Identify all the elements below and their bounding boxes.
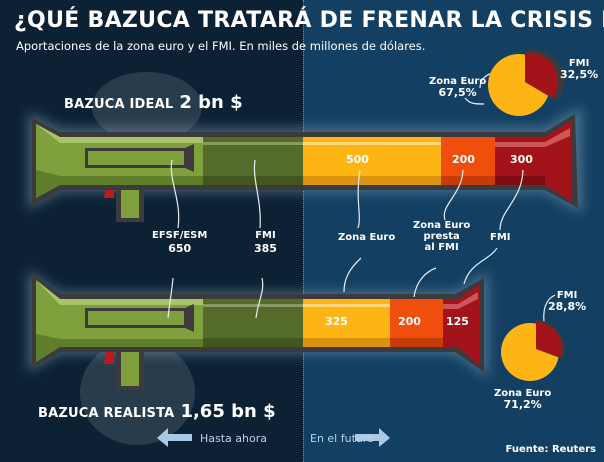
efsf-label: EFSF/ESM 650: [152, 230, 207, 254]
until-now-label: Hasta ahora: [200, 432, 267, 445]
ideal-pie-fmi-pct: 32,5%: [560, 68, 599, 81]
future-label: En el futuro: [310, 432, 374, 445]
realista-pie-zona-text: Zona Euro: [494, 388, 552, 399]
ideal-pie-fmi-text: FMI: [568, 58, 590, 69]
realista-pie-zona-pct: 71,2%: [503, 398, 542, 411]
timeline-divider: [303, 0, 305, 462]
ideal-zona-presta-value: 200: [452, 153, 475, 166]
zona-presta-line1: Zona Euro: [413, 220, 471, 231]
ideal-label: BAZUCA IDEAL 2 bn $: [64, 92, 243, 113]
realista-bazooka: [32, 274, 484, 390]
efsf-value: 650: [168, 242, 192, 255]
ideal-pie-fmi-label: FMI 32,5%: [560, 58, 598, 80]
realista-zona-presta-value: 200: [398, 315, 421, 328]
realista-fmi-future-value: 125: [446, 315, 469, 328]
realista-pie-fmi-text: FMI: [556, 290, 578, 301]
realista-label-text: BAZUCA REALISTA: [38, 406, 175, 421]
ideal-bazooka: [32, 114, 578, 222]
zona-presta-line3: al FMI: [424, 242, 459, 253]
zona-presta-label: Zona Euro presta al FMI: [413, 220, 470, 253]
ideal-pie-zona-label: Zona Euro 67,5%: [429, 76, 486, 98]
ideal-zona-euro-value: 500: [346, 153, 369, 166]
fmi-past-value: 385: [254, 242, 277, 255]
ideal-amount: 2 bn $: [179, 92, 243, 113]
ideal-pie-zona-text: Zona Euro: [429, 76, 487, 87]
ideal-fmi-future-value: 300: [510, 153, 533, 166]
zona-euro-label: Zona Euro: [338, 232, 396, 243]
past-panel-background: [0, 0, 303, 462]
page-subtitle: Aportaciones de la zona euro y el FMI. E…: [16, 39, 426, 53]
fmi-past-label: FMI 385: [254, 230, 277, 254]
page-title: ¿QUÉ BAZUCA TRATARÁ DE FRENAR LA CRISIS …: [14, 8, 604, 33]
ideal-label-text: BAZUCA IDEAL: [64, 97, 174, 112]
realista-pie-chart: [501, 320, 565, 381]
fmi-future-label: FMI: [490, 232, 511, 243]
source-note: Fuente: Reuters: [505, 444, 596, 455]
time-arrows: [157, 428, 390, 447]
efsf-text: EFSF/ESM: [152, 230, 208, 241]
realista-pie-fmi-label: FMI 28,8%: [548, 290, 586, 312]
realista-label: BAZUCA REALISTA 1,65 bn $: [38, 401, 276, 422]
realista-pie-zona-label: Zona Euro 71,2%: [494, 388, 551, 410]
fmi-past-text: FMI: [255, 230, 276, 241]
ideal-pie-chart: [488, 49, 565, 116]
realista-pie-fmi-pct: 28,8%: [548, 300, 587, 313]
realista-amount: 1,65 bn $: [180, 401, 276, 422]
realista-zona-euro-value: 325: [325, 315, 348, 328]
zona-presta-line2: presta: [423, 231, 460, 242]
ideal-pie-zona-pct: 67,5%: [438, 86, 477, 99]
